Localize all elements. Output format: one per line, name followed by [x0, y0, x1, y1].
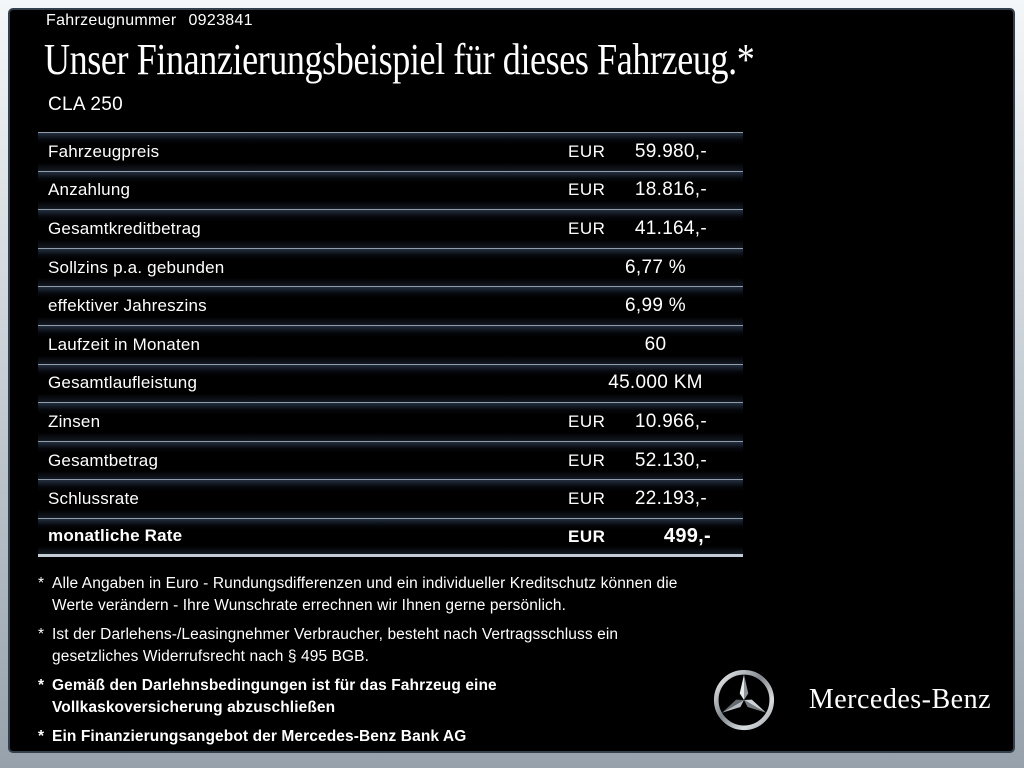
row-currency: EUR [568, 526, 606, 546]
footnote: * Gemäß den Darlehnsbedingungen ist für … [38, 675, 744, 719]
footnote-text: Gemäß den Darlehnsbedingungen ist für da… [52, 676, 497, 716]
row-label: Gesamtlaufleistung [48, 373, 198, 393]
row-label: Fahrzeugpreis [48, 141, 160, 161]
table-row: Gesamtkreditbetrag EUR 41.164,- [38, 209, 743, 248]
row-amount: 52.130,- [634, 449, 707, 471]
row-amount: 18.816,- [634, 179, 707, 201]
row-value-cell: 45.000 KM [568, 372, 743, 394]
row-label: Sollzins p.a. gebunden [48, 257, 225, 277]
footnote-marker: * [38, 727, 45, 745]
row-label: Schlussrate [48, 489, 140, 509]
table-row: Laufzeit in Monaten 60 [38, 324, 743, 364]
finance-table: Fahrzeugpreis EUR 59.980,- Anzahlung EUR… [38, 132, 743, 557]
row-currency: EUR [568, 218, 606, 238]
row-label: Zinsen [48, 411, 101, 431]
row-label: Anzahlung [48, 180, 131, 200]
row-currency: EUR [568, 180, 606, 200]
star-arm-face [721, 699, 744, 713]
row-amount: 59.980,- [634, 140, 707, 162]
vehicle-number-value: 0923841 [188, 12, 253, 29]
table-row: effektiver Jahreszins 6,99 % [38, 286, 743, 325]
table-row: Schlussrate EUR 22.193,- [38, 479, 743, 518]
row-label: Laufzeit in Monaten [48, 334, 201, 354]
row-currency: EUR [568, 450, 606, 470]
table-row: Zinsen EUR 10.966,- [38, 402, 743, 441]
finance-sheet: Fahrzeugnummer 0923841 Unser Finanzierung… [8, 8, 1015, 753]
row-label: effektiver Jahreszins [48, 296, 207, 316]
table-row: Anzahlung EUR 18.816,- [38, 170, 743, 210]
row-value-cell: 6,77 % [568, 257, 743, 279]
model-name: CLA 250 [48, 94, 123, 115]
row-currency: EUR [568, 489, 606, 509]
star-arm-face [743, 700, 766, 713]
row-amount: 60 [644, 333, 667, 355]
footnote-marker: * [38, 574, 45, 592]
footnote: * Ist der Darlehens-/Leasingnehmer Verbr… [38, 624, 744, 668]
table-row: Gesamtlaufleistung 45.000 KM [38, 363, 743, 403]
row-amount: 10.966,- [634, 410, 707, 432]
star-arm-face [743, 699, 766, 713]
row-value-cell: 6,99 % [568, 295, 743, 317]
footnote: * Ein Finanzierungsangebot der Mercedes-… [38, 726, 744, 748]
row-amount: 45.000 KM [608, 372, 703, 394]
row-value-cell: 60 [568, 334, 743, 356]
row-value-cell: EUR 59.980,- [568, 141, 743, 163]
row-value-cell: EUR 22.193,- [568, 488, 743, 510]
row-value-cell: EUR 52.130,- [568, 450, 743, 472]
footnote: * Alle Angaben in Euro - Rundungsdiffere… [38, 573, 744, 617]
row-amount: 22.193,- [634, 488, 707, 510]
row-amount: 6,99 % [625, 295, 686, 317]
footnotes: * Alle Angaben in Euro - Rundungsdiffere… [38, 573, 744, 748]
star-ring [713, 669, 774, 731]
table-row: Gesamtbetrag EUR 52.130,- [38, 440, 743, 480]
footnote-marker: * [38, 676, 45, 694]
row-label: monatliche Rate [48, 526, 183, 546]
mercedes-star-icon [713, 669, 774, 731]
star-arm-face [721, 700, 744, 713]
vehicle-number: Fahrzeugnummer 0923841 [46, 12, 1013, 30]
table-row: Fahrzeugpreis EUR 59.980,- [38, 132, 743, 171]
row-amount: 41.164,- [634, 217, 707, 239]
row-amount: 6,77 % [625, 256, 686, 278]
row-amount: 499,- [663, 524, 711, 547]
row-label: Gesamtkreditbetrag [48, 218, 201, 238]
row-currency: EUR [568, 411, 606, 431]
footnote-text: Ein Finanzierungsangebot der Mercedes-Be… [52, 727, 467, 745]
vehicle-number-label: Fahrzeugnummer [46, 12, 177, 29]
row-value-cell: EUR 10.966,- [568, 411, 743, 433]
footnote-text: Alle Angaben in Euro - Rundungsdifferenz… [52, 574, 678, 614]
brand-footer: Mercedes-Benz [707, 663, 991, 737]
row-value-cell: EUR 18.816,- [568, 179, 743, 201]
page-title: Unser Finanzierungsbeispiel für dieses F… [44, 35, 755, 84]
row-label: Gesamtbetrag [48, 450, 159, 470]
footnote-text: Ist der Darlehens-/Leasingnehmer Verbrau… [52, 625, 619, 665]
table-row: Sollzins p.a. gebunden 6,77 % [38, 247, 743, 287]
star-arm-face [743, 674, 749, 700]
row-value-cell: EUR 499,- [568, 525, 743, 548]
row-value-cell: EUR 41.164,- [568, 218, 743, 240]
row-currency: EUR [568, 141, 606, 161]
brand-wordmark: Mercedes-Benz [808, 684, 991, 715]
table-row: monatliche Rate EUR 499,- [38, 517, 743, 557]
footnote-marker: * [38, 625, 45, 643]
star-arm-face [739, 674, 744, 700]
